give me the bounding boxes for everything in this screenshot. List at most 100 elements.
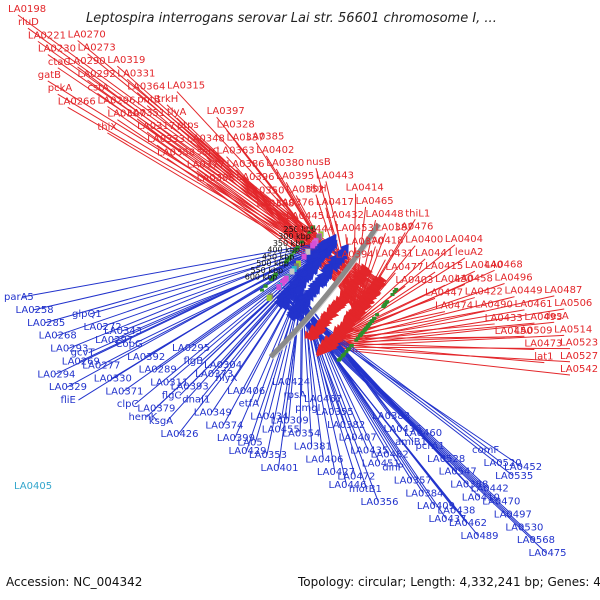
connector-line — [337, 309, 525, 342]
gene-label: LA0434 — [250, 412, 288, 423]
gene-label: LA0465 — [356, 196, 394, 207]
feature-mark — [371, 317, 376, 321]
gene-label: LA0455 — [262, 424, 300, 435]
connector-line — [167, 256, 317, 383]
feature-mark — [310, 242, 316, 249]
feature-mark — [316, 234, 322, 241]
gene-label: LA0520 — [484, 458, 522, 469]
gene-label: LA0528 — [427, 454, 465, 465]
gene-label: LA0358 — [157, 147, 195, 158]
gene-label: LA0373 — [195, 369, 233, 380]
gene-label: LA0354 — [282, 429, 320, 440]
gene-label: LA0297 — [95, 335, 133, 346]
gene-label: hemK — [128, 412, 157, 423]
gene-label: dinP — [382, 463, 404, 474]
connector-line — [280, 299, 524, 528]
feature-mark — [336, 358, 341, 362]
chromosome-backbone — [268, 222, 382, 360]
gene-label: tlyA — [167, 107, 187, 118]
tick-label: 350 kbp — [273, 239, 306, 248]
gene-label: LA0436 — [384, 424, 422, 435]
feature-mark — [272, 273, 277, 277]
gene-label: fliE — [60, 395, 75, 406]
gene-label: LA0427 — [317, 467, 355, 478]
connector-line — [206, 183, 368, 306]
gene-label: hlyX — [216, 373, 238, 384]
gene-label: LA0296 — [97, 95, 135, 106]
feature-mark — [259, 288, 264, 292]
feature-mark — [266, 295, 272, 302]
feature-mark — [280, 279, 286, 286]
gene-label: LA0435 — [350, 446, 388, 457]
connector-line — [331, 347, 571, 363]
gene-label: LA0397 — [207, 106, 245, 117]
gene-label: gcvT — [71, 348, 96, 359]
tick-label: 550 kbp — [251, 266, 284, 275]
gene-label: LA0376 — [276, 198, 314, 209]
gene-label: LA0273 — [78, 43, 116, 54]
gene-label: ksgA — [149, 416, 173, 427]
gene-label: LA0319 — [107, 55, 145, 66]
connector-line — [337, 296, 515, 341]
connector-line — [79, 244, 325, 362]
gene-label: LA0489 — [460, 531, 498, 542]
connector-line — [44, 242, 327, 324]
feature-mark — [294, 247, 299, 251]
gene-label: LA0350 — [246, 185, 284, 196]
gene-label: LA0353 — [249, 450, 287, 461]
feature-mark — [287, 255, 292, 259]
gene-label: pcrA1 — [416, 441, 445, 452]
connector-line — [144, 255, 318, 358]
gene-label: CopG — [116, 339, 143, 350]
gene-label: LA0295 — [172, 343, 210, 354]
gene-label: LA0333 — [147, 134, 185, 145]
connector-line — [112, 248, 322, 341]
connector-line — [17, 14, 385, 284]
gene-label: LA0198 — [8, 4, 46, 15]
gene-label: LA0311 — [150, 378, 188, 389]
feature-mark — [349, 344, 354, 348]
gene-label: LA0330 — [94, 373, 132, 384]
gene-label: motB1 — [349, 484, 382, 495]
tick-label: 300 kbp — [278, 232, 311, 241]
gene-label: LA0292 — [78, 69, 116, 80]
tick-label: 500 kbp — [256, 259, 289, 268]
gene-label: LA0477 — [385, 262, 423, 273]
connector-line — [66, 246, 324, 388]
gene-feature-tracks — [259, 225, 399, 362]
gene-label: LA0451 — [362, 458, 400, 469]
connector-line — [334, 295, 555, 345]
gene-label: LA0380 — [266, 158, 304, 169]
feature-mark — [301, 253, 307, 260]
connector-line — [332, 334, 565, 347]
gene-label: LA0429 — [228, 446, 266, 457]
connector-line — [333, 308, 565, 346]
feature-mark — [271, 275, 276, 279]
gene-label: parA5 — [4, 292, 34, 303]
gene-label: LA0304 — [204, 360, 242, 371]
gene-label: LA0409 — [417, 501, 455, 512]
gene-label: LA0461 — [514, 299, 552, 310]
gene-label: LA0266 — [58, 96, 96, 107]
gene-label: LA0442 — [471, 484, 509, 495]
gene-label: LA0269 — [62, 356, 100, 367]
connector-line — [226, 156, 366, 309]
gene-label: LA0437 — [428, 514, 466, 525]
gene-label: thiX — [97, 122, 117, 133]
gene-label: nusB — [306, 157, 331, 168]
feature-mark — [362, 328, 367, 332]
gene-label: LA0530 — [505, 522, 543, 533]
gene-label: flgC — [162, 390, 182, 401]
gene-label: LA0418 — [365, 235, 403, 246]
feature-mark — [355, 336, 360, 340]
connector-line — [280, 298, 513, 515]
reverse-gene-arrow — [274, 300, 284, 310]
connector-line — [189, 259, 314, 349]
gene-label: LA0445 — [286, 211, 324, 222]
connector-line — [56, 243, 326, 337]
gene-label: LA0444 — [296, 224, 334, 235]
gene-label: LA0449 — [505, 286, 543, 297]
feature-mark — [276, 284, 282, 291]
feature-mark — [299, 240, 304, 244]
